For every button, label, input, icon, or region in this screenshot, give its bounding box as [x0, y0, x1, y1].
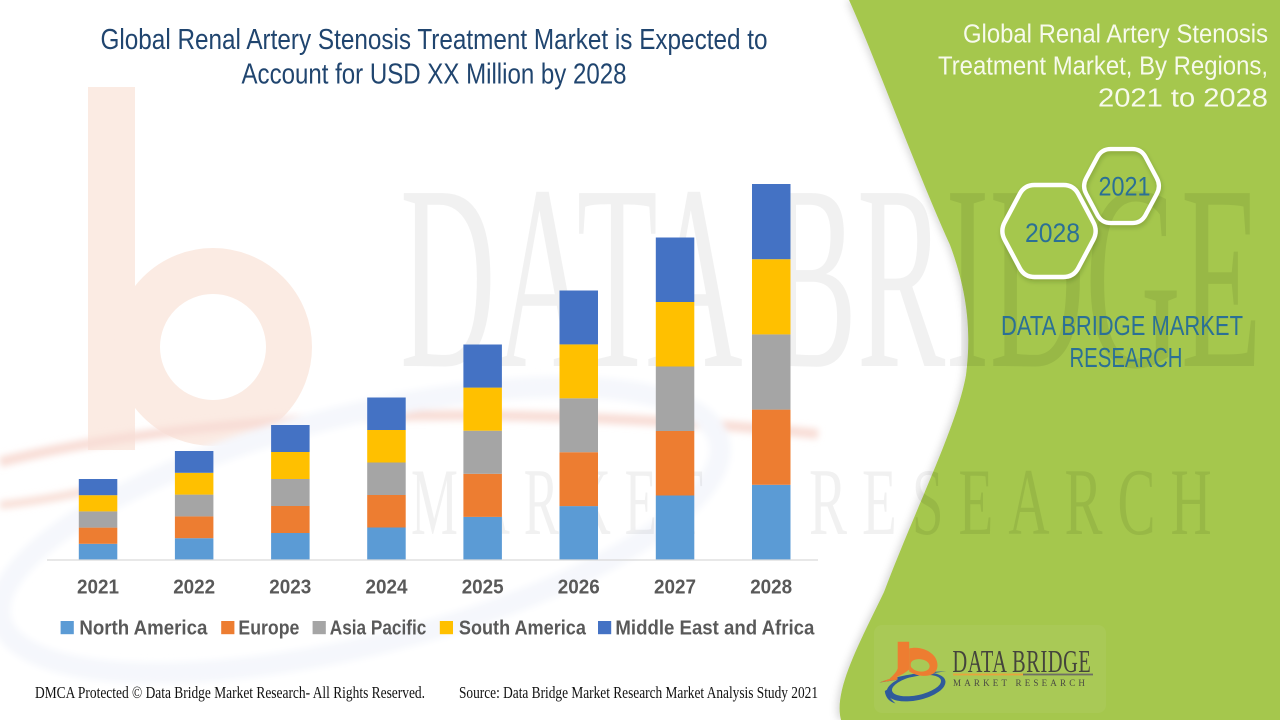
svg-text:2028: 2028 [1025, 218, 1080, 248]
svg-text:2022: 2022 [173, 577, 215, 599]
svg-text:Treatment Market, By Regions,: Treatment Market, By Regions, [938, 53, 1268, 81]
svg-text:2023: 2023 [269, 577, 311, 599]
svg-text:2026: 2026 [558, 577, 600, 599]
svg-text:MARKET: MARKET [411, 450, 717, 555]
svg-text:2021: 2021 [77, 577, 119, 599]
svg-text:Source: Data Bridge Market Res: Source: Data Bridge Market Research Mark… [459, 683, 818, 702]
svg-text:DATA BRIDGE: DATA BRIDGE [953, 643, 1092, 679]
svg-text:Asia Pacific: Asia Pacific [330, 618, 427, 640]
svg-text:2021: 2021 [1099, 172, 1151, 202]
svg-text:DATA BRIDGE MARKET: DATA BRIDGE MARKET [1001, 310, 1243, 341]
svg-text:2027: 2027 [654, 577, 696, 599]
svg-text:MARKET RESEARCH: MARKET RESEARCH [953, 678, 1088, 688]
svg-text:2021 to 2028: 2021 to 2028 [1098, 85, 1268, 113]
svg-text:DMCA Protected © Data Bridge M: DMCA Protected © Data Bridge Market Rese… [35, 683, 425, 702]
svg-text:2028: 2028 [750, 577, 792, 599]
svg-text:South America: South America [459, 618, 587, 640]
svg-text:Global Renal Artery Stenosis: Global Renal Artery Stenosis [963, 21, 1268, 49]
svg-text:Global Renal Artery Stenosis T: Global Renal Artery Stenosis Treatment M… [101, 24, 768, 56]
svg-text:Europe: Europe [238, 618, 299, 640]
svg-text:2024: 2024 [366, 577, 409, 599]
svg-text:North America: North America [79, 618, 208, 640]
svg-text:2025: 2025 [462, 577, 504, 599]
svg-text:RESEARCH: RESEARCH [1070, 342, 1183, 373]
svg-text:Middle East and Africa: Middle East and Africa [615, 618, 815, 640]
svg-text:Account for USD XX Million by: Account for USD XX Million by 2028 [242, 59, 627, 91]
